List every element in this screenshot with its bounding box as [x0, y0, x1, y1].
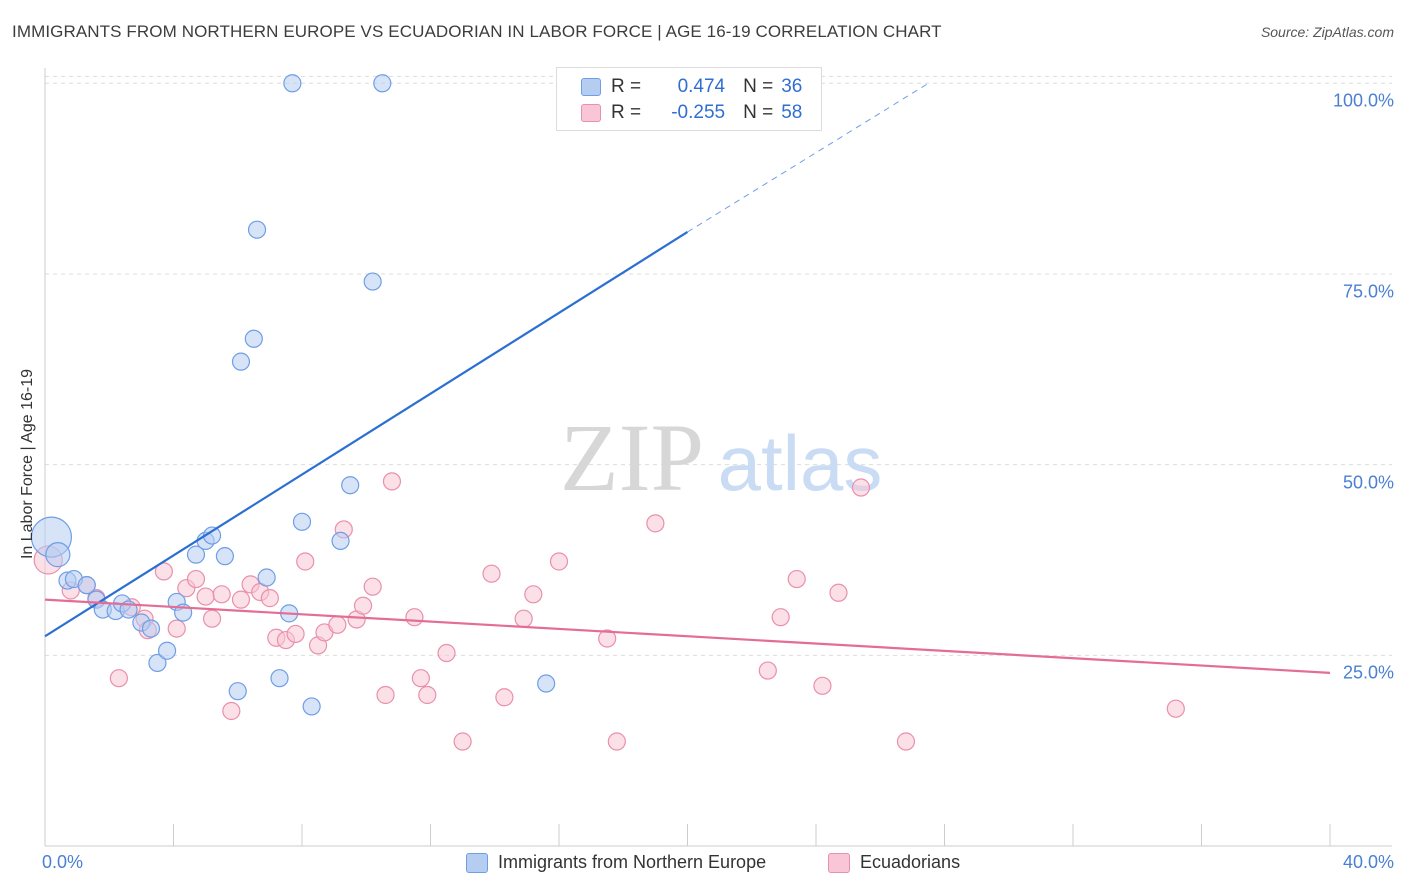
data-point — [260, 589, 279, 608]
data-point — [77, 576, 96, 595]
data-point — [302, 697, 321, 716]
bottom-legend-swatch-blue — [466, 852, 488, 873]
data-point — [186, 545, 206, 564]
data-point — [549, 552, 569, 571]
y-tick-label: 75.0% — [1342, 281, 1394, 302]
legend-r-value: 0.474 — [677, 76, 726, 97]
legend-r-label: R = — [611, 76, 642, 97]
data-point — [537, 674, 556, 693]
data-point — [598, 629, 617, 648]
data-point — [896, 732, 916, 751]
data-point — [231, 590, 251, 609]
legend-n-value: 36 — [781, 76, 803, 97]
data-point — [257, 568, 276, 587]
data-point — [231, 352, 251, 371]
data-point — [222, 701, 241, 721]
data-point — [646, 514, 665, 533]
data-point — [758, 661, 777, 680]
data-point — [376, 685, 395, 705]
data-point — [495, 688, 514, 707]
data-point — [202, 609, 222, 628]
data-point — [524, 585, 543, 604]
data-point — [353, 596, 373, 615]
bottom-legend-swatch-pink — [828, 852, 850, 873]
data-point — [228, 682, 247, 701]
trend-line-northern-europe-extension — [687, 82, 929, 233]
legend-r-label: R = — [611, 102, 642, 123]
data-point — [363, 577, 382, 596]
data-point — [286, 624, 305, 644]
data-point — [148, 653, 167, 673]
data-point — [328, 615, 347, 634]
trend-line-northern-europe — [44, 231, 689, 638]
data-point — [382, 472, 402, 491]
watermark: ZIP atlas — [560, 404, 882, 511]
data-point — [247, 220, 267, 239]
data-point — [373, 74, 392, 93]
data-point — [813, 676, 832, 695]
bottom-legend-label: Immigrants from Northern Europe — [498, 852, 767, 872]
bottom-legend-label: Ecuadorians — [860, 852, 961, 872]
legend-row-northern-europe: R = 0.474 N = 36 — [581, 74, 802, 100]
data-point — [418, 685, 437, 705]
data-point — [141, 619, 161, 638]
data-point — [437, 643, 456, 663]
data-point — [771, 608, 790, 627]
data-point — [215, 547, 234, 566]
data-point — [607, 732, 626, 751]
source-credit: Source: ZipAtlas.com — [1260, 24, 1394, 40]
stats-legend: R = 0.474 N = 36 R = -0.255 N = 58 — [556, 67, 822, 131]
data-point — [482, 564, 501, 583]
watermark-zip: ZIP — [560, 404, 704, 511]
chart-title: IMMIGRANTS FROM NORTHERN EUROPE VS ECUAD… — [12, 22, 942, 41]
trend-lines — [44, 82, 1331, 674]
data-point — [453, 732, 472, 751]
data-point — [829, 583, 848, 602]
data-point — [167, 619, 186, 638]
data-point — [787, 569, 806, 589]
data-point — [154, 562, 173, 581]
data-point — [514, 609, 533, 628]
data-point — [196, 587, 215, 606]
legend-swatch-pink — [581, 104, 601, 122]
points-ecuadorians — [33, 472, 1185, 751]
points-northern-europe — [30, 74, 633, 716]
bottom-legend-ecuadorians: Ecuadorians — [828, 852, 960, 873]
data-point — [341, 476, 360, 495]
data-point — [331, 531, 350, 551]
x-tick-max: 40.0% — [1342, 852, 1394, 872]
data-point — [851, 478, 871, 497]
y-tick-label: 25.0% — [1342, 662, 1394, 683]
data-point — [411, 669, 430, 688]
data-point — [270, 669, 289, 688]
x-tick-min: 0.0% — [42, 852, 84, 872]
data-point — [157, 641, 177, 660]
data-point — [244, 329, 263, 348]
y-tick-label: 100.0% — [1332, 90, 1394, 111]
legend-swatch-blue — [581, 78, 601, 96]
data-point — [212, 585, 231, 604]
data-point — [283, 74, 302, 93]
data-point — [186, 569, 206, 589]
bottom-legend-northern-europe: Immigrants from Northern Europe — [466, 852, 766, 873]
data-point — [405, 608, 424, 627]
trend-line-ecuadorians — [44, 598, 1331, 674]
legend-n-label: N = — [743, 102, 774, 123]
data-point — [109, 669, 128, 688]
data-point — [1166, 699, 1185, 718]
legend-r-value: -0.255 — [671, 102, 726, 123]
y-tick-label: 50.0% — [1342, 472, 1394, 493]
y-axis-title: In Labor Force | Age 16-19 — [19, 368, 36, 560]
data-point — [363, 272, 382, 291]
data-point — [45, 542, 71, 568]
axes — [44, 68, 1392, 847]
data-point — [292, 512, 312, 531]
data-point — [296, 552, 315, 571]
legend-n-label: N = — [743, 76, 774, 97]
legend-n-value: 58 — [781, 102, 803, 123]
legend-row-ecuadorians: R = -0.255 N = 58 — [581, 100, 802, 126]
